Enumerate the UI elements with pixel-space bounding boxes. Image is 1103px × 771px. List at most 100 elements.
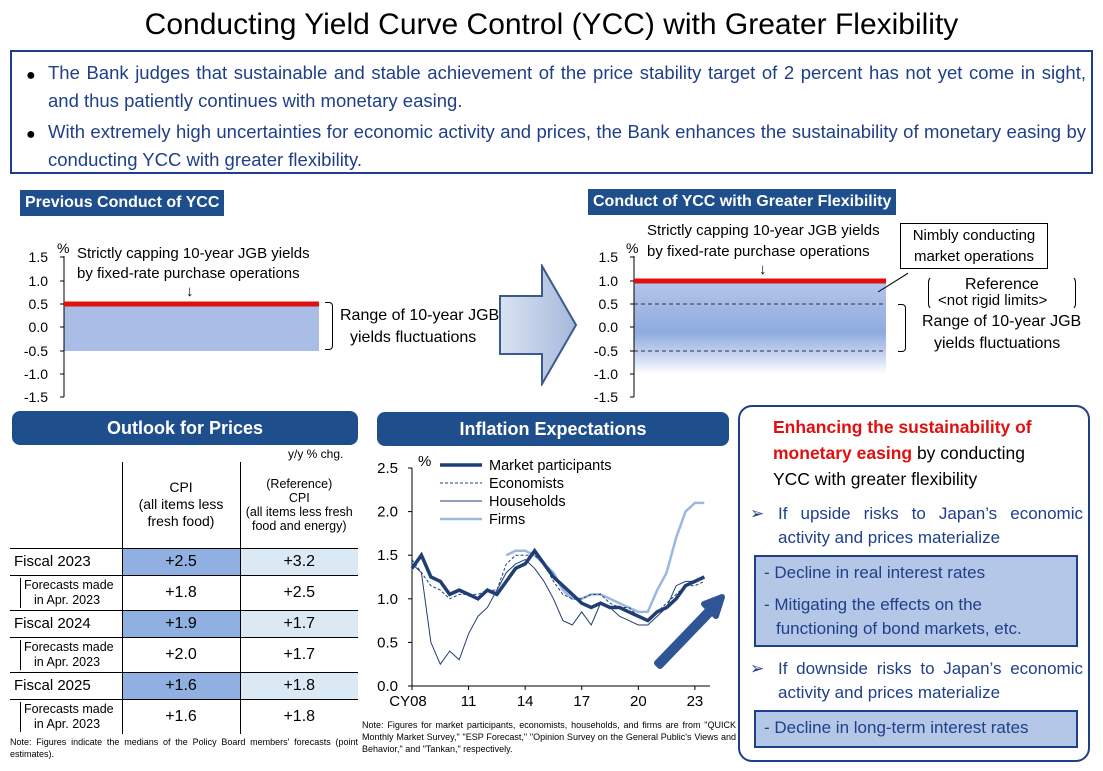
upside-risk-line-1: If upside risks to Japan’s economic — [778, 504, 1083, 523]
cpi-value: +2.0 — [121, 636, 241, 673]
legend-label: Economists — [489, 476, 564, 492]
y-tick-label: 0.5 — [599, 296, 619, 312]
outlook-prices-header: Outlook for Prices — [12, 411, 358, 445]
y-tick-label: 1.5 — [377, 547, 398, 564]
cpi-header-1: CPI — [169, 479, 193, 496]
table-row: Fiscal 2025 +1.6 +1.8 — [10, 671, 358, 700]
upside-effect-1: - Decline in real interest rates — [764, 563, 986, 582]
forecast-label-cell: Forecasts made in Apr. 2023 — [10, 636, 123, 673]
transition-arrow-icon — [499, 264, 578, 386]
upside-effect-3: functioning of bond markets, etc. — [776, 619, 1022, 638]
heading-rest: by conducting — [912, 443, 1025, 463]
series-line-households — [411, 559, 705, 666]
core-value: +1.7 — [239, 609, 358, 638]
unit-label: % — [57, 240, 69, 256]
cpi-header-3: fresh food) — [147, 513, 215, 530]
x-tick-label: 14 — [517, 693, 534, 710]
range-bracket — [898, 304, 906, 352]
core-value: +1.8 — [239, 698, 358, 734]
bullet-icon: ● — [26, 67, 36, 84]
y-tick-label: -1.5 — [594, 389, 618, 405]
down-arrow-icon: ↓ — [186, 283, 194, 300]
cap-label-1: Strictly capping 10-year JGB yields — [77, 245, 310, 262]
y-tick-label: -1.0 — [24, 366, 48, 382]
y-tick-label: 2.5 — [377, 460, 398, 477]
cap-label-2: by fixed-rate purchase operations — [77, 265, 300, 282]
forecast-label-cell: Forecasts made in Apr. 2023 — [10, 698, 123, 734]
sustainability-heading-1: Enhancing the sustainability of — [773, 417, 1032, 437]
core-header-2: CPI — [288, 490, 310, 505]
x-tick-label: CY08 — [389, 693, 427, 710]
prices-note: Note: Figures indicate the medians of th… — [10, 737, 358, 759]
summary-text-2: With extremely high uncertainties for ec… — [48, 121, 1086, 170]
series-line-market-participants — [410, 547, 706, 623]
y-ticks — [60, 256, 64, 398]
unit-label: % — [418, 453, 431, 470]
core-cpi-header-cell: (Reference) CPI (all items less fresh fo… — [239, 462, 358, 549]
core-header-1: (Reference) — [266, 476, 333, 491]
core-value: +1.7 — [239, 636, 358, 673]
flexible-ycc-header: Conduct of YCC with Greater Flexibility — [588, 189, 897, 215]
y-tick-label: 1.5 — [599, 249, 619, 265]
core-header-3: (all items less fresh — [245, 504, 353, 519]
core-header-4: food and energy) — [251, 518, 347, 533]
table-header-row: CPI (all items less fresh food) (Referen… — [10, 462, 358, 549]
upside-effects-box: - Decline in real interest rates - Mitig… — [754, 555, 1078, 647]
cap-label-1: Strictly capping 10-year JGB yields — [647, 222, 880, 239]
reference-label: Reference — [965, 276, 1039, 293]
sustainability-box: Enhancing the sustainability of monetary… — [738, 405, 1090, 762]
forecast-label-1: Forecasts made — [24, 701, 114, 716]
series-line-economists — [411, 554, 705, 622]
y-tick-label: 0.0 — [29, 319, 49, 335]
table-row: Forecasts made in Apr. 2023 +2.0 +1.7 — [10, 636, 358, 673]
range-band — [64, 304, 319, 351]
range-label-2: yields fluctuations — [934, 335, 1061, 352]
y-tick-label: 0.0 — [599, 319, 619, 335]
row-label: Fiscal 2025 — [10, 671, 123, 700]
table-row: Fiscal 2024 +1.9 +1.7 — [10, 609, 358, 638]
y-tick-label: 1.0 — [377, 591, 398, 608]
y-tick-label: -1.5 — [24, 389, 48, 405]
legend-label: Market participants — [489, 458, 612, 474]
table-row: Fiscal 2023 +2.5 +3.2 — [10, 547, 358, 576]
callout-line — [877, 272, 908, 293]
cpi-header-cell: CPI (all items less fresh food) — [121, 462, 241, 549]
core-value: +1.8 — [239, 671, 358, 700]
cpi-value: +1.8 — [121, 574, 241, 611]
arrow-bullet-icon: ➢ — [750, 504, 765, 523]
reference-bracket — [928, 276, 1076, 310]
cpi-value: +2.5 — [121, 547, 241, 576]
prices-table: CPI (all items less fresh food) (Referen… — [10, 462, 358, 734]
flex-band — [634, 282, 886, 374]
cpi-value: +1.6 — [121, 698, 241, 734]
inflation-chart: 0.0 0.5 1.0 1.5 2.0 2.5 % CY08 11 14 17 20 23 Market … — [377, 453, 725, 710]
range-bracket — [325, 302, 333, 350]
y-tick-label: 1.5 — [29, 249, 49, 265]
summary-bullet-2: ● With extremely high uncertainties for … — [26, 118, 1086, 174]
downside-risk-line-2: activity and prices materialize — [778, 683, 1001, 702]
y-tick-label: -0.5 — [24, 343, 48, 359]
forecast-label-2: in Apr. 2023 — [34, 654, 101, 669]
upside-risk-line-2: activity and prices materialize — [778, 528, 1001, 547]
nimbly-callout: Nimbly conducting market operations — [900, 223, 1048, 269]
downside-effect-1: - Decline in long-term interest rates — [764, 718, 1029, 737]
unit-label: % — [626, 240, 638, 256]
core-value: +3.2 — [239, 547, 358, 576]
arrow-bullet-icon: ➢ — [750, 659, 765, 678]
upside-effect-2: - Mitigating the effects on the — [764, 595, 982, 614]
forecast-label-1: Forecasts made — [24, 639, 114, 654]
table-row: Forecasts made in Apr. 2023 +1.6 +1.8 — [10, 698, 358, 734]
downside-effects-box: - Decline in long-term interest rates — [754, 710, 1078, 748]
range-label-2: yields fluctuations — [350, 329, 477, 346]
x-tick-label: 11 — [461, 693, 477, 710]
y-tick-label: 1.0 — [29, 273, 49, 289]
downside-risk-line-1: If downside risks to Japan’s economic — [778, 659, 1083, 678]
range-label-1: Range of 10-year JGB — [922, 313, 1082, 330]
forecast-label-2: in Apr. 2023 — [34, 592, 101, 607]
summary-bullet-1: ● The Bank judges that sustainable and s… — [26, 59, 1086, 115]
y-tick-label: 1.0 — [599, 273, 619, 289]
sustainability-heading-3: YCC with greater flexibility — [773, 469, 978, 489]
flexible-ycc-chart: 1.5 1.0 0.5 0.0 -0.5 -1.0 -1.5 % — [594, 240, 908, 405]
row-label: Fiscal 2024 — [10, 609, 123, 638]
